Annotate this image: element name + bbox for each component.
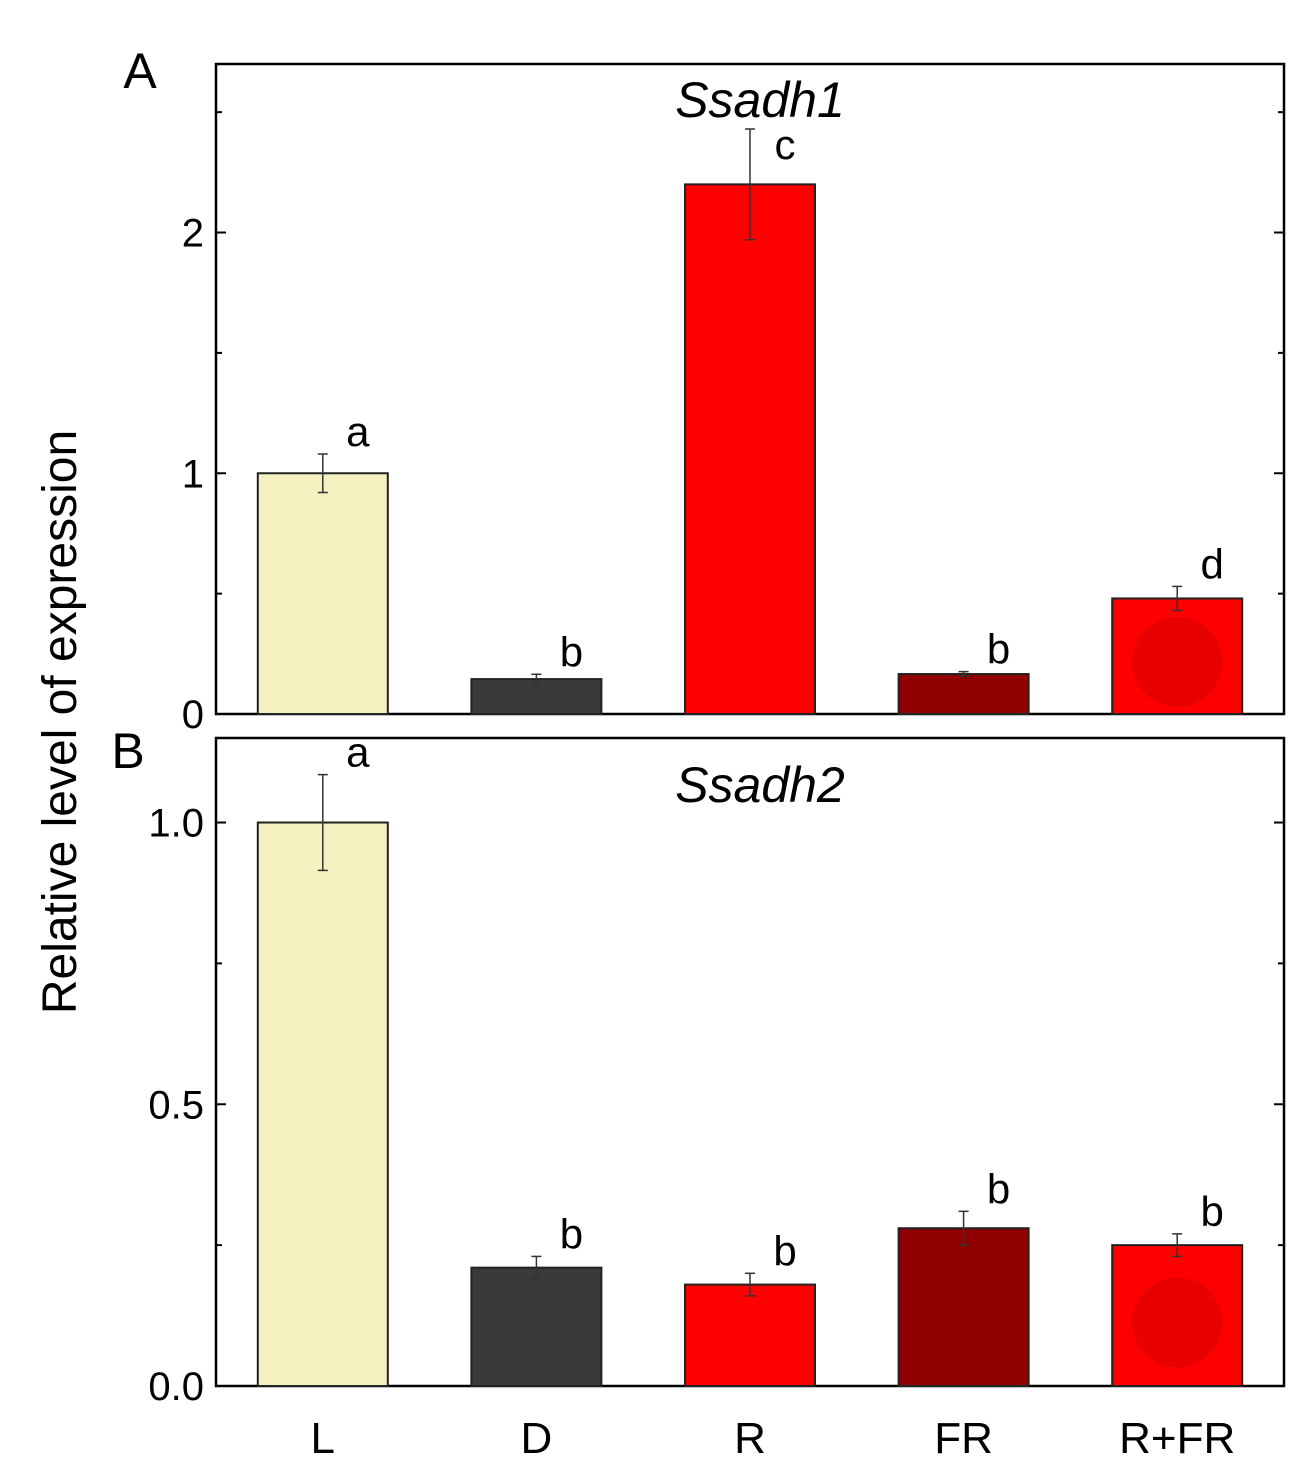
significance-letter: b xyxy=(987,626,1010,673)
y-tick-label: 1.0 xyxy=(148,802,204,846)
significance-letter: b xyxy=(560,1210,583,1257)
significance-letter: b xyxy=(1201,1188,1224,1235)
panel-title: Ssadh2 xyxy=(675,757,845,813)
y-tick-label: 1 xyxy=(182,452,204,496)
bar-D xyxy=(470,1266,603,1387)
significance-letter: a xyxy=(346,729,370,776)
bar-L xyxy=(256,472,389,715)
significance-letter: b xyxy=(987,1165,1010,1212)
y-tick-label: 0.0 xyxy=(148,1365,204,1409)
x-tick-label: D xyxy=(521,1414,553,1463)
y-axis-label: Relative level of expression xyxy=(34,430,87,1014)
x-tick-label: R xyxy=(734,1414,766,1463)
y-tick-label: 0 xyxy=(182,693,204,737)
bar-shading xyxy=(1132,1277,1223,1368)
panel-letter: B xyxy=(111,723,144,779)
x-tick-label: FR xyxy=(934,1414,993,1463)
significance-letter: c xyxy=(775,121,796,168)
bar-R xyxy=(684,183,816,716)
significance-letter: b xyxy=(560,628,583,675)
y-tick-label: 0.5 xyxy=(148,1083,204,1127)
bar-FR xyxy=(897,673,1030,716)
x-tick-label: L xyxy=(311,1414,335,1463)
significance-letter: b xyxy=(773,1227,796,1274)
bar-FR xyxy=(897,1227,1030,1387)
x-tick-label: R+FR xyxy=(1119,1414,1235,1463)
bar-shading xyxy=(1132,617,1223,707)
panel-letter: A xyxy=(123,43,157,99)
y-tick-label: 2 xyxy=(182,212,204,256)
significance-letter: a xyxy=(346,408,370,455)
bar-L xyxy=(256,821,389,1387)
bar-R xyxy=(684,1283,816,1387)
significance-letter: d xyxy=(1201,540,1224,587)
panel-title: Ssadh1 xyxy=(675,72,845,128)
